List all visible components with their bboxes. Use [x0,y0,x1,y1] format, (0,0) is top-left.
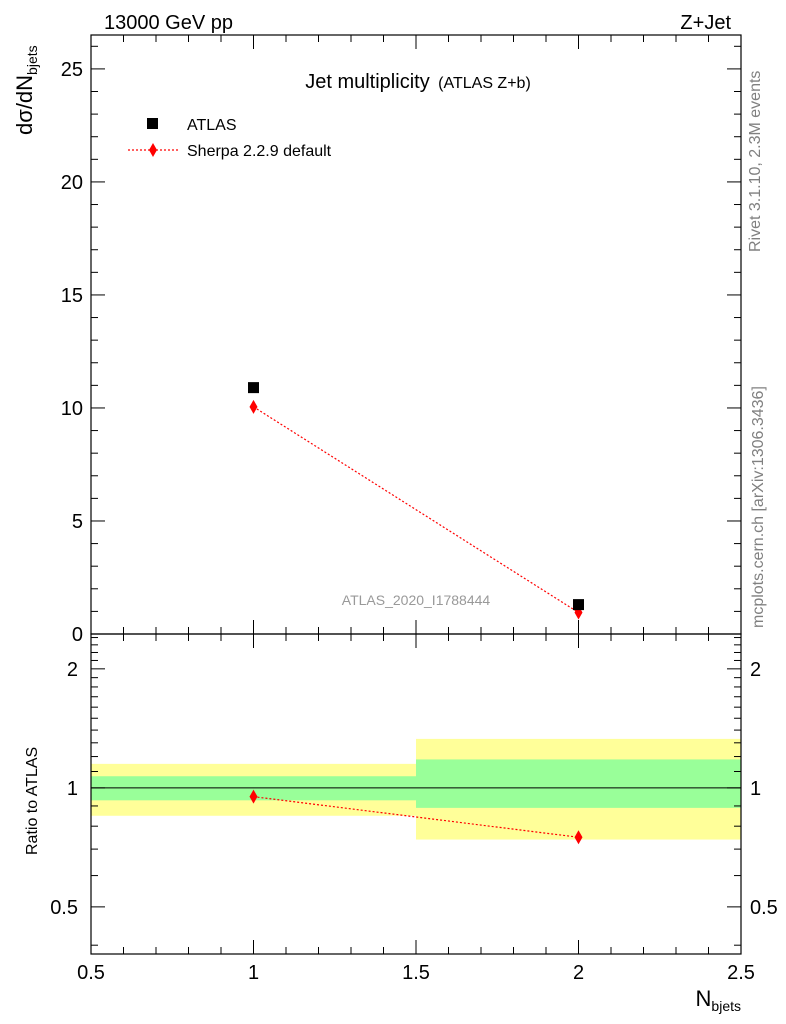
ratio-y-tick-label-left: 0.5 [50,897,78,919]
main-title-text: Jet multiplicity [305,71,429,93]
atlas-point [573,599,584,611]
header-left: 13000 GeV pp [104,12,233,34]
main-ylabel-sub: bjets [24,45,40,75]
ratio-sherpa-point [249,789,258,804]
main-y-tick-label: 20 [61,172,83,194]
ratio-y-tick-label-left: 2 [67,659,78,681]
ratio-xlabel: Nbjets [696,986,741,1014]
main-ylabel-text: dσ/dN [12,75,37,135]
legend-atlas-label: ATLAS [187,117,237,134]
main-y-tick-label: 0 [72,624,83,646]
ratio-y-tick-label-right: 2 [750,659,761,681]
ratio-x-tick-label: 2.5 [727,962,755,984]
main-y-tick-label: 15 [61,285,83,307]
sherpa-line [253,406,579,614]
main-title-sub: (ATLAS Z+b) [438,75,531,92]
rivet-label: Rivet 3.1.10, 2.3M events [747,71,764,252]
ratio-x-tick-label: 2 [573,962,584,984]
ratio-y-tick-label-right: 1 [750,778,761,800]
ratio-sherpa-line [253,796,579,838]
ratio-xlabel-sub: bjets [711,998,741,1014]
ratio-x-tick-label: 1 [248,962,259,984]
ratio-panel: 0.5 0.5 1 1 2 2 0.5 1 1.5 2 2.5 [50,633,778,984]
atlas-point [248,382,259,394]
ratio-y-tick-label-left: 1 [67,778,78,800]
main-y-tick-label: 10 [61,398,83,420]
main-y-tick-label: 25 [61,59,83,81]
ratio-frame [90,633,742,955]
mcplots-label: mcplots.cern.ch [arXiv:1306.3436] [750,386,767,628]
main-panel: 0 5 10 15 20 25 [61,34,742,646]
main-y-tick-label: 5 [72,511,83,533]
sherpa-point [249,399,258,414]
header-right: Z+Jet [680,12,731,34]
analysis-watermark: ATLAS_2020_I1788444 [342,592,491,608]
legend: ATLAS Sherpa 2.2.9 default [128,117,332,160]
ratio-x-tick-label: 0.5 [77,962,105,984]
legend-sherpa-marker [149,143,157,157]
ratio-x-tick-label: 1.5 [402,962,430,984]
ratio-ylabel: Ratio to ATLAS [24,747,41,855]
main-title: Jet multiplicity (ATLAS Z+b) [305,71,531,93]
legend-atlas-marker [147,118,158,129]
main-ylabel: dσ/dNbjets [12,45,40,135]
ratio-xlabel-text: N [696,986,712,1011]
ratio-y-tick-label-right: 0.5 [750,897,778,919]
legend-sherpa-label: Sherpa 2.2.9 default [187,143,332,160]
ratio-band-inner [416,759,741,808]
ratio-sherpa-point [574,830,583,845]
